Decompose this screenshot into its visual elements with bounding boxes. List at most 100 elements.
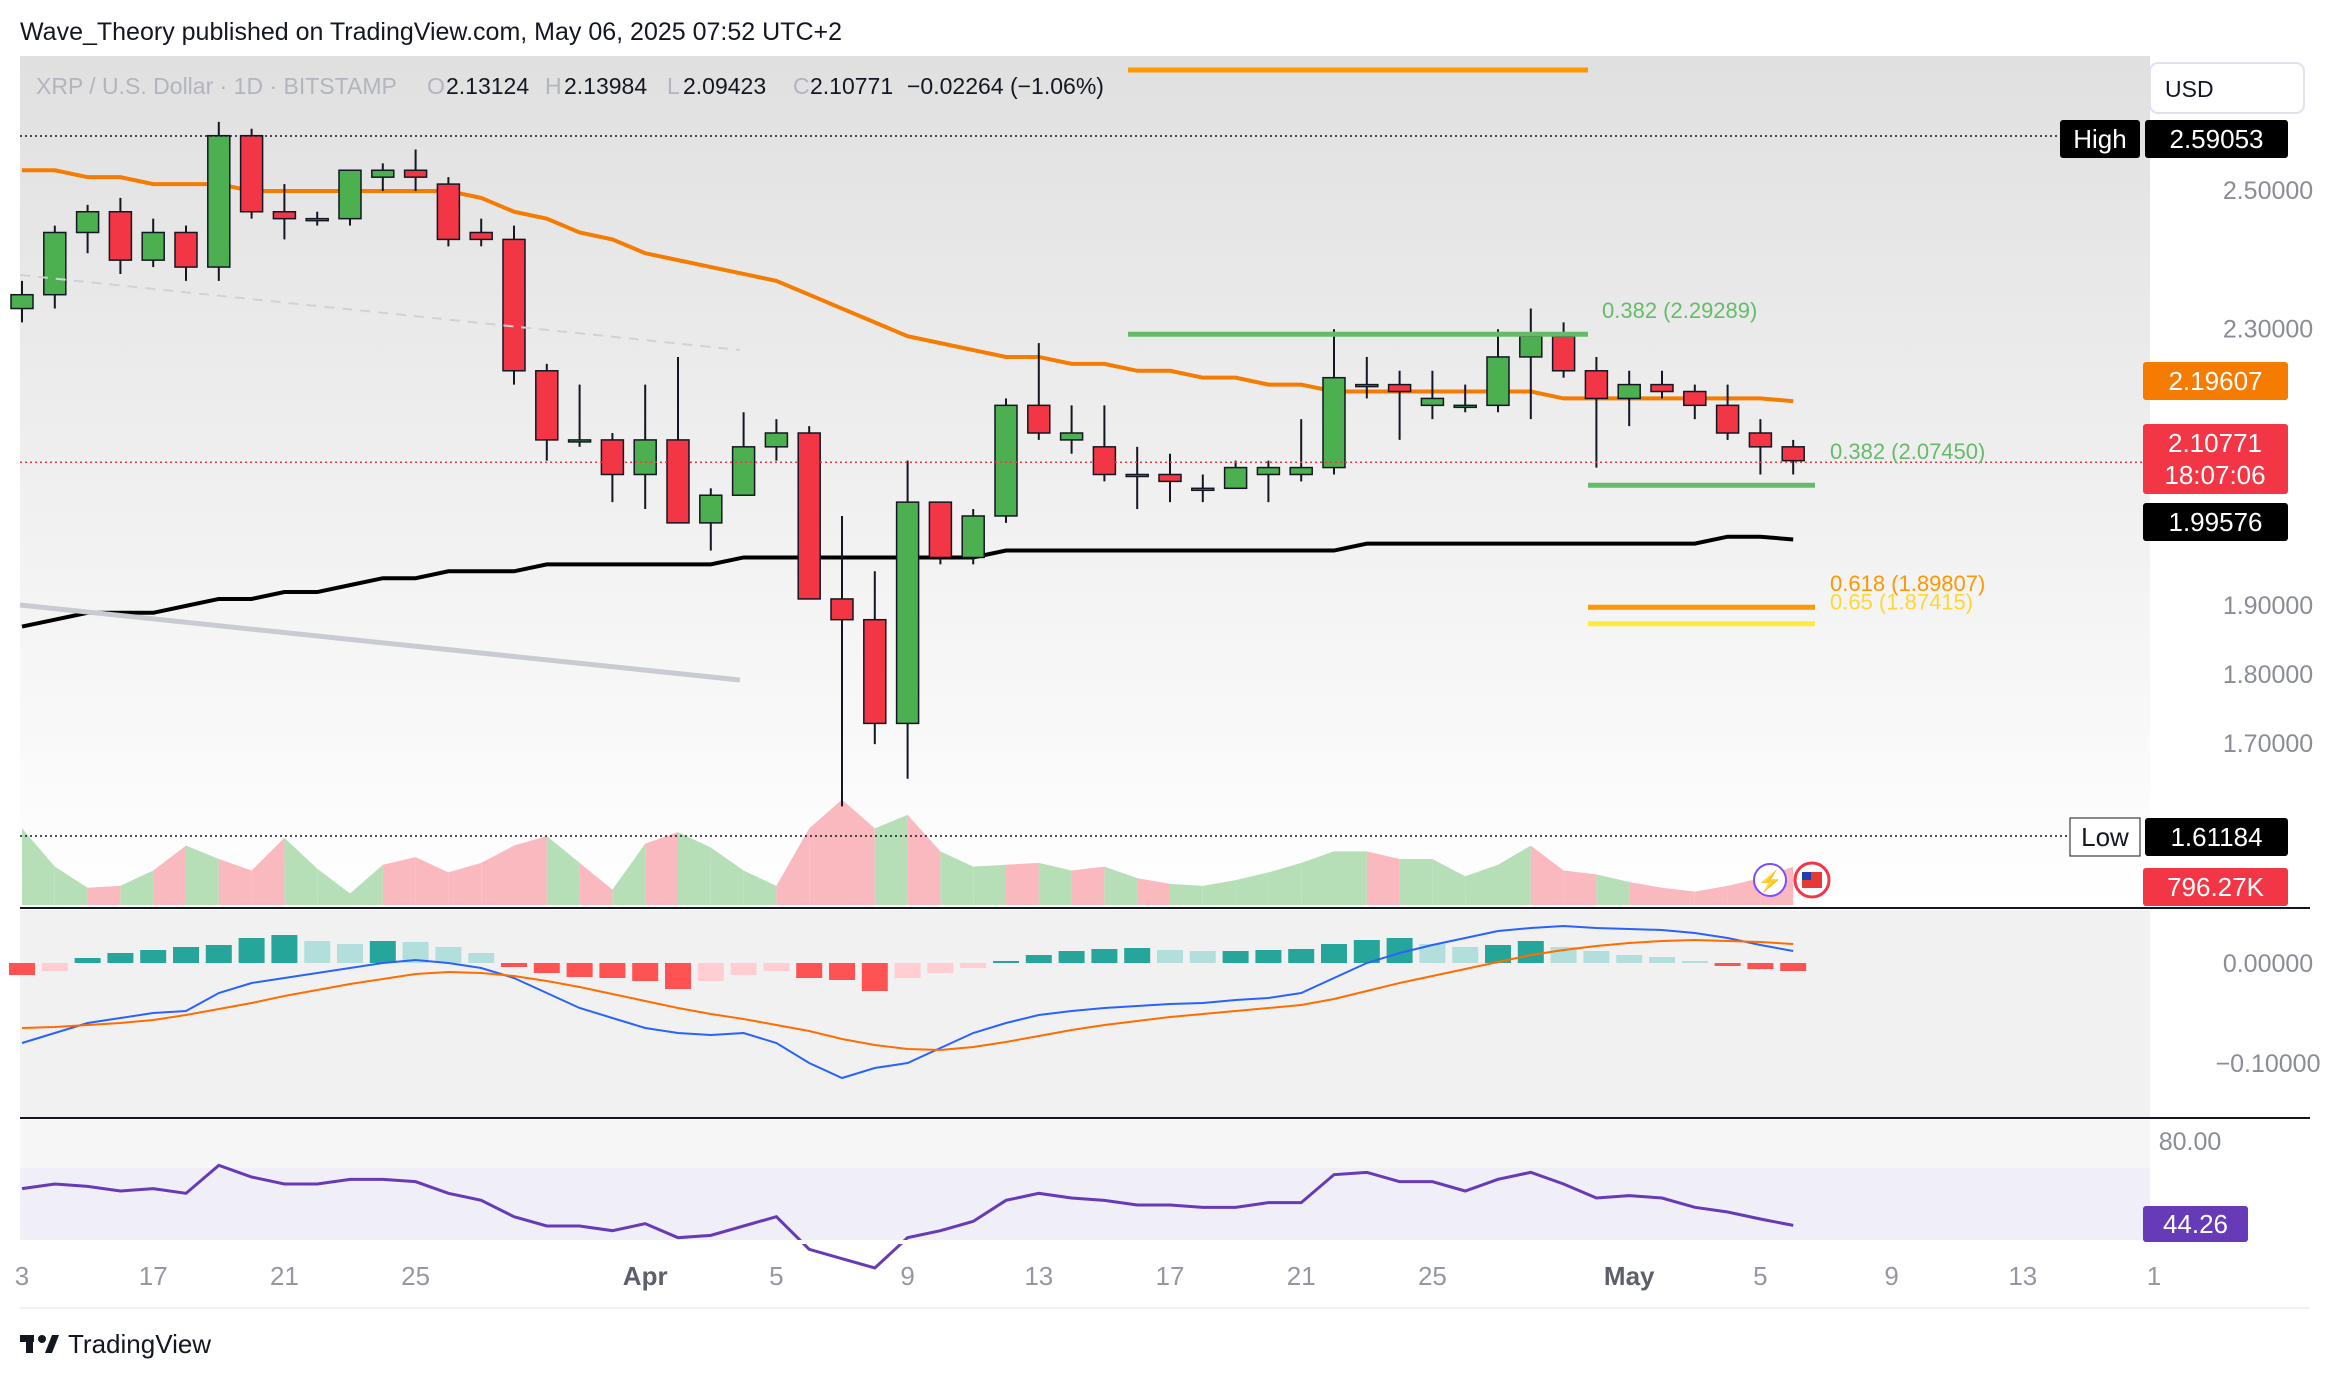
candle[interactable] xyxy=(1387,370,1412,440)
macd-hist-bar xyxy=(1583,951,1610,963)
candle[interactable] xyxy=(1092,405,1117,482)
macd-hist-bar xyxy=(1124,948,1151,963)
price-tick: 2.30000 xyxy=(2223,315,2313,343)
volume-bar xyxy=(645,832,678,905)
volume-bar xyxy=(1104,866,1138,905)
macd-line[interactable] xyxy=(21,924,1794,1080)
candle-body xyxy=(731,446,756,496)
candle[interactable] xyxy=(1650,370,1674,399)
candle[interactable] xyxy=(305,211,329,226)
candle[interactable] xyxy=(502,225,526,385)
candle[interactable] xyxy=(1486,329,1510,413)
macd-hist-bar xyxy=(796,963,823,978)
symbol-title[interactable]: XRP / U.S. Dollar · 1D · BITSTAMP xyxy=(36,73,397,99)
candle[interactable] xyxy=(1355,356,1379,399)
candle[interactable] xyxy=(1191,474,1215,503)
macd-hist-bar xyxy=(1353,940,1380,963)
candle[interactable] xyxy=(371,163,395,191)
macd-pane[interactable] xyxy=(20,910,2150,1118)
high-tag-bg xyxy=(2060,120,2140,158)
candle[interactable] xyxy=(666,356,690,524)
candle[interactable] xyxy=(600,433,625,503)
candle[interactable] xyxy=(633,384,657,510)
price-value-tag: 2.10771 xyxy=(2168,428,2262,458)
flag-canton xyxy=(1802,872,1811,880)
candle[interactable] xyxy=(994,398,1018,523)
candle[interactable] xyxy=(961,509,985,565)
candle-body xyxy=(1551,335,1576,372)
sparkle-icon[interactable] xyxy=(1753,863,1787,897)
rsi-line[interactable] xyxy=(21,1163,1794,1270)
candle-body xyxy=(863,618,887,725)
macd-hist-bar xyxy=(9,963,35,975)
candle[interactable] xyxy=(535,363,559,461)
candle-body xyxy=(272,210,297,220)
candle-body xyxy=(1322,376,1346,469)
candle[interactable] xyxy=(830,515,854,807)
candle[interactable] xyxy=(1683,384,1707,420)
event-icons[interactable]: ⚡ xyxy=(1753,861,1831,899)
candle[interactable] xyxy=(338,169,362,226)
candle[interactable] xyxy=(1322,329,1346,475)
candle[interactable] xyxy=(1420,370,1445,420)
candle[interactable] xyxy=(1027,343,1051,440)
candle[interactable] xyxy=(75,204,100,254)
candle[interactable] xyxy=(141,218,165,268)
candle[interactable] xyxy=(1289,419,1313,482)
candle-body xyxy=(305,217,329,222)
candle-body xyxy=(1158,473,1182,483)
candle[interactable] xyxy=(797,426,821,600)
candle[interactable] xyxy=(1584,356,1609,468)
open-value: 2.13124 xyxy=(446,73,529,99)
macd-hist-bar xyxy=(1485,945,1511,963)
candle[interactable] xyxy=(1617,370,1641,427)
candle[interactable] xyxy=(1256,460,1281,503)
candle[interactable] xyxy=(1781,439,1805,475)
tradingview-logo[interactable]: TradingView xyxy=(20,1329,211,1359)
volume-value-tag-bg xyxy=(2143,868,2288,906)
candle[interactable] xyxy=(863,571,887,745)
candle[interactable] xyxy=(1059,405,1084,454)
candle[interactable] xyxy=(1125,446,1149,510)
candle[interactable] xyxy=(10,280,34,323)
candle[interactable] xyxy=(699,488,723,551)
candle-body xyxy=(1715,404,1740,434)
candle-body xyxy=(174,231,198,268)
candle[interactable] xyxy=(403,149,428,191)
volume-bar xyxy=(1334,851,1367,905)
macd-signal-line[interactable] xyxy=(21,938,1794,1052)
candle-body xyxy=(1027,404,1051,434)
candle[interactable] xyxy=(1223,460,1248,490)
candle-body xyxy=(207,134,231,268)
volume-bar xyxy=(317,868,350,905)
candle[interactable] xyxy=(469,218,493,247)
main-pane[interactable] xyxy=(20,56,2150,908)
candle[interactable] xyxy=(895,460,920,779)
candle[interactable] xyxy=(928,501,953,565)
candle[interactable] xyxy=(207,121,231,281)
candle[interactable] xyxy=(1519,308,1543,420)
candle[interactable] xyxy=(1453,384,1477,413)
macd-tick: −0.10000 xyxy=(2216,1050,2321,1078)
volume-bar xyxy=(1137,878,1170,905)
volume-bar xyxy=(710,847,744,905)
currency-button[interactable]: USD xyxy=(2149,62,2305,114)
time-tick: 5 xyxy=(769,1261,783,1291)
candle-body xyxy=(469,231,493,241)
candle[interactable] xyxy=(567,384,592,447)
candle-body xyxy=(830,598,854,621)
candle[interactable] xyxy=(731,412,756,496)
macd-hist-bar xyxy=(829,963,855,980)
volume-bar xyxy=(382,857,416,905)
candle[interactable] xyxy=(272,184,297,240)
candle[interactable] xyxy=(436,177,461,247)
candle[interactable] xyxy=(174,225,198,281)
macd-hist-bar xyxy=(435,947,462,963)
candle[interactable] xyxy=(1748,419,1773,475)
candle[interactable] xyxy=(764,419,789,461)
candle[interactable] xyxy=(108,197,133,274)
candle[interactable] xyxy=(1715,384,1740,440)
candle[interactable] xyxy=(239,128,264,219)
macd-hist-bar xyxy=(1321,944,1347,963)
